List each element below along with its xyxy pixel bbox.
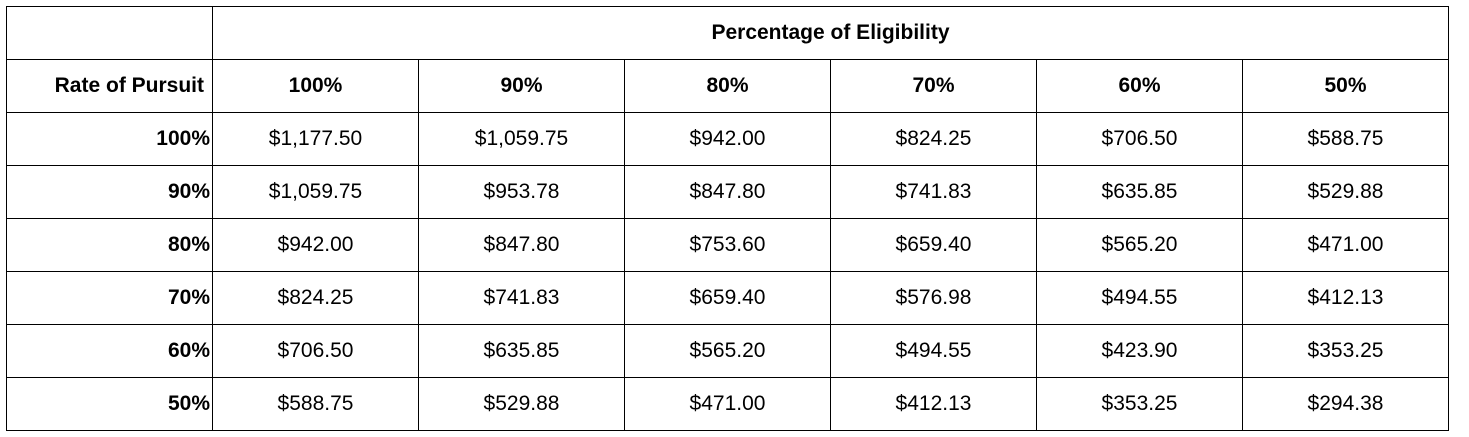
table-cell: $942.00	[624, 112, 831, 166]
row-label: 60%	[6, 324, 213, 378]
table-container: Percentage of Eligibility Rate of Pursui…	[6, 6, 1449, 431]
column-header: 60%	[1036, 59, 1243, 113]
table-cell: $953.78	[418, 165, 625, 219]
table-cell: $824.25	[830, 112, 1037, 166]
table-cell: $1,059.75	[418, 112, 625, 166]
table-cell: $353.25	[1242, 324, 1449, 378]
percentage-of-eligibility-header: Percentage of Eligibility	[212, 6, 1449, 60]
column-header: 70%	[830, 59, 1037, 113]
top-left-blank-cell	[6, 6, 213, 60]
table-cell: $529.88	[1242, 165, 1449, 219]
table-cell: $1,177.50	[212, 112, 419, 166]
table-row: 60% $706.50 $635.85 $565.20 $494.55 $423.90 $3…	[6, 324, 1449, 378]
table-cell: $494.55	[1036, 271, 1243, 325]
row-label: 50%	[6, 377, 213, 431]
table-cell: $294.38	[1242, 377, 1449, 431]
table-cell: $741.83	[830, 165, 1037, 219]
table-cell: $565.20	[624, 324, 831, 378]
table-row: 70% $824.25 $741.83 $659.40 $576.98 $494.55 $4…	[6, 271, 1449, 325]
column-header: 100%	[212, 59, 419, 113]
row-label: 90%	[6, 165, 213, 219]
rate-of-pursuit-header: Rate of Pursuit	[6, 59, 213, 113]
table-row: 80% $942.00 $847.80 $753.60 $659.40 $565.20 $4…	[6, 218, 1449, 272]
column-header: 90%	[418, 59, 625, 113]
table-cell: $576.98	[830, 271, 1037, 325]
table-cell: $423.90	[1036, 324, 1243, 378]
row-label: 80%	[6, 218, 213, 272]
table-cell: $659.40	[830, 218, 1037, 272]
table-cell: $565.20	[1036, 218, 1243, 272]
table-cell: $753.60	[624, 218, 831, 272]
table-cell: $529.88	[418, 377, 625, 431]
table-cell: $471.00	[1242, 218, 1449, 272]
table-cell: $353.25	[1036, 377, 1243, 431]
table-cell: $635.85	[418, 324, 625, 378]
table-cell: $706.50	[1036, 112, 1243, 166]
table-cell: $942.00	[212, 218, 419, 272]
table-row: 100% $1,177.50 $1,059.75 $942.00 $824.25 $706…	[6, 112, 1449, 166]
column-header: 50%	[1242, 59, 1449, 113]
table-cell: $471.00	[624, 377, 831, 431]
column-header: 80%	[624, 59, 831, 113]
row-label: 70%	[6, 271, 213, 325]
table-cell: $741.83	[418, 271, 625, 325]
table-cell: $824.25	[212, 271, 419, 325]
column-header-row: Rate of Pursuit 100% 90% 80% 70% 60% 50%	[6, 59, 1449, 113]
table-cell: $635.85	[1036, 165, 1243, 219]
table-cell: $588.75	[1242, 112, 1449, 166]
table-cell: $847.80	[418, 218, 625, 272]
table-cell: $588.75	[212, 377, 419, 431]
table-cell: $706.50	[212, 324, 419, 378]
table-row: 50% $588.75 $529.88 $471.00 $412.13 $353.25 $2…	[6, 377, 1449, 431]
table-cell: $412.13	[830, 377, 1037, 431]
table-cell: $494.55	[830, 324, 1037, 378]
eligibility-table: Percentage of Eligibility Rate of Pursui…	[6, 6, 1449, 431]
table-body: 100% $1,177.50 $1,059.75 $942.00 $824.25 $706…	[6, 112, 1449, 431]
row-label: 100%	[6, 112, 213, 166]
table-cell: $1,059.75	[212, 165, 419, 219]
table-row: 90% $1,059.75 $953.78 $847.80 $741.83 $635.85…	[6, 165, 1449, 219]
group-header-row: Percentage of Eligibility	[6, 6, 1449, 60]
table-cell: $847.80	[624, 165, 831, 219]
table-cell: $412.13	[1242, 271, 1449, 325]
table-cell: $659.40	[624, 271, 831, 325]
